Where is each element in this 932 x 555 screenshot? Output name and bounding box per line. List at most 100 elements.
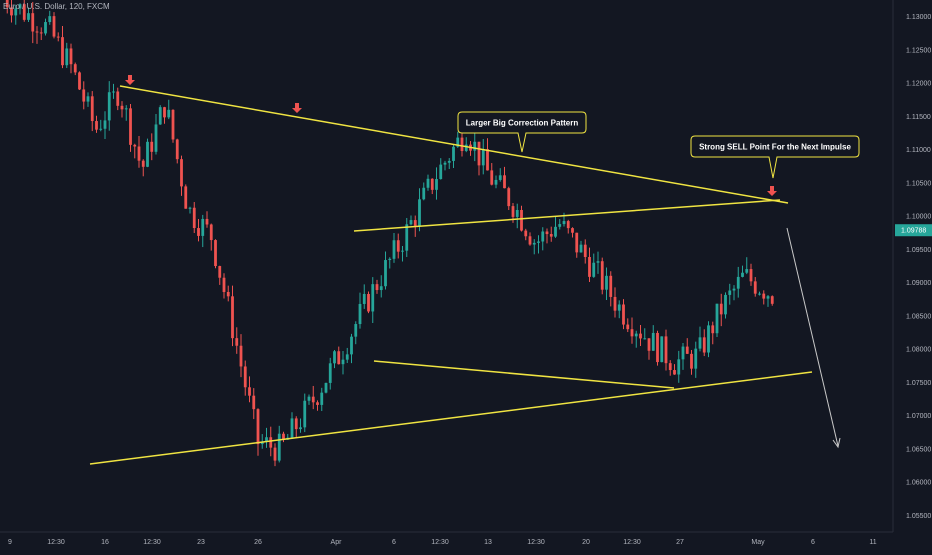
- candle-body: [452, 147, 455, 161]
- time-tick-label: Apr: [331, 539, 343, 546]
- candle-body: [210, 224, 213, 240]
- candle-body: [303, 401, 306, 428]
- candle-body: [673, 370, 676, 374]
- time-tick-label: 12:30: [527, 539, 545, 546]
- candle-body: [206, 219, 209, 225]
- candle-body: [486, 149, 489, 170]
- price-tick-label: 1.09000: [906, 280, 931, 287]
- candle-body: [660, 336, 663, 362]
- candle-body: [614, 297, 617, 311]
- candle-body: [82, 89, 85, 101]
- candle-body: [257, 409, 260, 444]
- time-tick-label: 12:30: [47, 539, 65, 546]
- candle-body: [529, 236, 532, 244]
- candle-body: [240, 346, 243, 367]
- candle-body: [728, 291, 731, 295]
- candle-body: [482, 149, 485, 165]
- candle-body: [639, 334, 642, 339]
- candle-body: [699, 337, 702, 348]
- time-tick-label: 12:30: [431, 539, 449, 546]
- candle-body: [74, 64, 77, 72]
- candle-body: [367, 294, 370, 311]
- candle-body: [427, 179, 430, 188]
- candle-body: [104, 120, 107, 128]
- candle-body: [129, 108, 132, 144]
- price-tick-label: 1.10500: [906, 180, 931, 187]
- candle-body: [112, 92, 115, 93]
- candle-body: [554, 227, 557, 237]
- candle-body: [363, 294, 366, 304]
- candle-body: [461, 138, 464, 151]
- callout-text: Larger Big Correction Pattern: [466, 119, 579, 128]
- candle-body: [478, 142, 481, 166]
- candle-body: [622, 304, 625, 324]
- candle-body: [643, 338, 646, 339]
- price-tick-label: 1.09500: [906, 247, 931, 254]
- candle-body: [329, 363, 332, 383]
- candle-body: [218, 266, 221, 278]
- time-tick-label: 23: [197, 539, 205, 546]
- candle-body: [337, 351, 340, 364]
- candle-body: [558, 224, 561, 227]
- candle-body: [316, 402, 319, 405]
- candle-body: [707, 325, 710, 352]
- candle-body: [439, 165, 442, 179]
- candle-body: [99, 129, 102, 130]
- candle-body: [686, 347, 689, 354]
- candle-body: [138, 146, 141, 160]
- candle-body: [762, 294, 765, 299]
- candle-body: [176, 139, 179, 159]
- candle-body: [91, 96, 94, 121]
- price-tick-label: 1.11000: [906, 147, 931, 154]
- candle-body: [435, 179, 438, 190]
- time-tick-label: 6: [811, 539, 815, 546]
- candle-body: [580, 245, 583, 253]
- candle-body: [227, 292, 230, 296]
- candle-body: [308, 397, 311, 401]
- candle-body: [516, 210, 519, 217]
- candle-body: [507, 188, 510, 206]
- candle-body: [155, 124, 158, 151]
- price-tick-label: 1.08000: [906, 347, 931, 354]
- candle-body: [61, 37, 64, 65]
- candle-body: [397, 240, 400, 251]
- candle-body: [278, 434, 281, 461]
- candle-body: [269, 437, 272, 447]
- candle-body: [567, 221, 570, 228]
- candle-body: [575, 233, 578, 253]
- time-tick-label: 20: [582, 539, 590, 546]
- candle-body: [116, 92, 119, 106]
- candle-body: [716, 304, 719, 333]
- candle-body: [388, 259, 391, 260]
- time-tick-label: 11: [869, 539, 876, 546]
- candle-body: [533, 243, 536, 245]
- candle-body: [342, 360, 345, 365]
- time-tick-label: May: [751, 539, 765, 546]
- candle-body: [133, 145, 136, 147]
- candle-body: [57, 37, 60, 38]
- candle-body: [359, 304, 362, 324]
- candle-body: [201, 219, 204, 236]
- candle-body: [146, 142, 149, 167]
- candle-body: [197, 228, 200, 236]
- candle-body: [295, 418, 298, 429]
- price-tick-label: 1.12000: [906, 81, 931, 88]
- candle-body: [609, 276, 612, 297]
- candle-body: [27, 13, 30, 20]
- candle-body: [48, 16, 51, 22]
- candle-body: [274, 448, 277, 461]
- candle-body: [767, 296, 770, 298]
- price-tick-label: 1.05500: [906, 513, 931, 520]
- candle-body: [524, 231, 527, 237]
- time-tick-label: 12:30: [623, 539, 641, 546]
- candle-body: [669, 363, 672, 370]
- candle-body: [541, 231, 544, 241]
- candle-body: [70, 48, 73, 64]
- price-tick-label: 1.07000: [906, 413, 931, 420]
- candle-body: [193, 208, 196, 228]
- candle-body: [167, 110, 170, 118]
- candle-body: [703, 337, 706, 352]
